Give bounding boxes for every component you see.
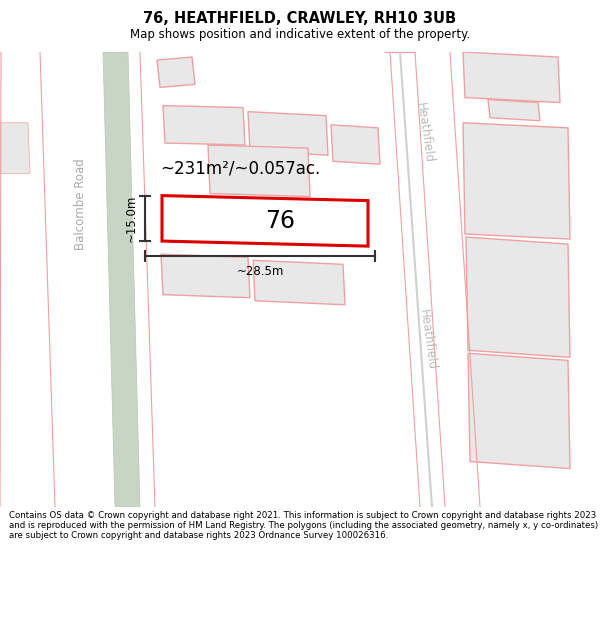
- Polygon shape: [488, 99, 540, 121]
- Text: Map shows position and indicative extent of the property.: Map shows position and indicative extent…: [130, 28, 470, 41]
- Polygon shape: [208, 145, 310, 197]
- Polygon shape: [103, 52, 140, 507]
- Text: Heathfield: Heathfield: [415, 102, 436, 164]
- Polygon shape: [162, 196, 368, 246]
- Polygon shape: [463, 122, 570, 239]
- Text: 76, HEATHFIELD, CRAWLEY, RH10 3UB: 76, HEATHFIELD, CRAWLEY, RH10 3UB: [143, 11, 457, 26]
- Polygon shape: [161, 254, 250, 298]
- Polygon shape: [163, 106, 245, 145]
- Polygon shape: [157, 57, 195, 88]
- Polygon shape: [253, 260, 345, 305]
- Text: Contains OS data © Crown copyright and database right 2021. This information is : Contains OS data © Crown copyright and d…: [9, 511, 598, 541]
- Text: ~28.5m: ~28.5m: [236, 265, 284, 278]
- Polygon shape: [331, 125, 380, 164]
- Text: ~231m²/~0.057ac.: ~231m²/~0.057ac.: [160, 159, 320, 177]
- Text: Balcombe Road: Balcombe Road: [74, 158, 86, 249]
- Polygon shape: [0, 122, 30, 173]
- Text: Heathfield: Heathfield: [418, 309, 439, 371]
- Polygon shape: [40, 52, 155, 507]
- Polygon shape: [463, 52, 560, 102]
- Polygon shape: [248, 112, 328, 155]
- Polygon shape: [468, 353, 570, 469]
- Text: ~15.0m: ~15.0m: [125, 194, 137, 242]
- Text: 76: 76: [265, 209, 295, 233]
- Polygon shape: [466, 237, 570, 358]
- Polygon shape: [385, 52, 475, 507]
